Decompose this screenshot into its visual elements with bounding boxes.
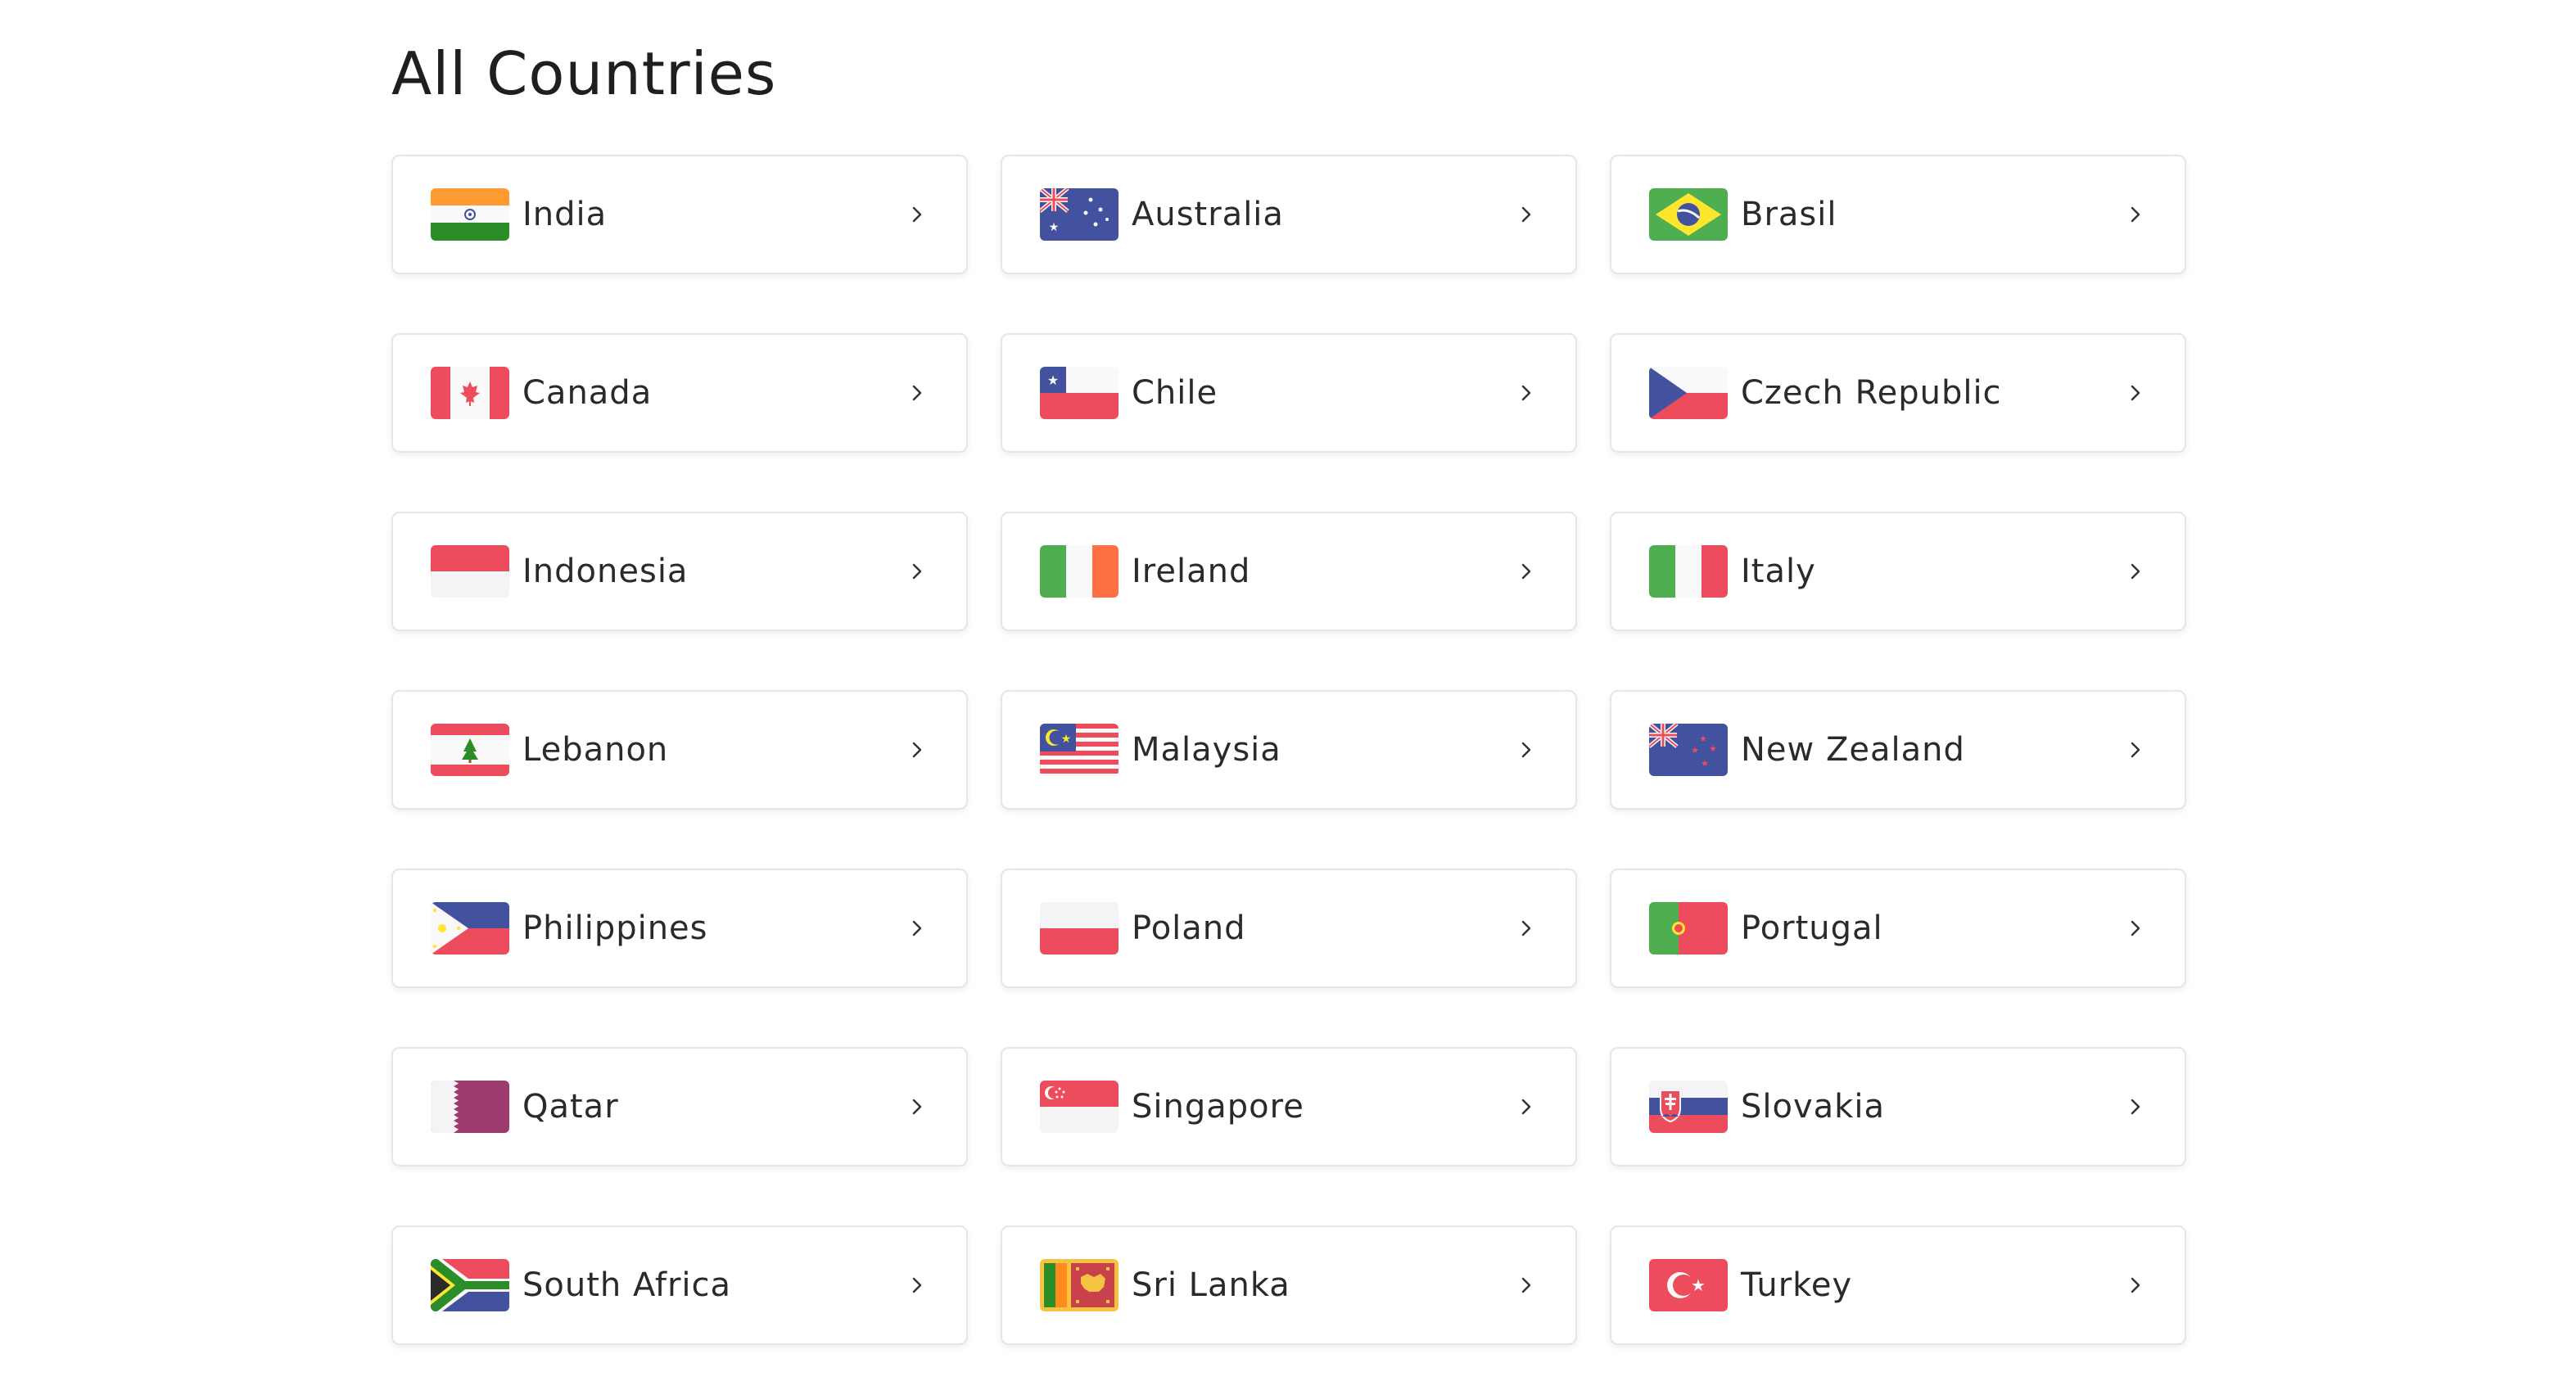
country-label: Indonesia (522, 553, 689, 590)
country-card-turkey[interactable]: ★ Turkey (1610, 1225, 2186, 1345)
flag-qatar-icon (431, 1081, 509, 1133)
flag-chile-icon: ★ (1040, 367, 1119, 419)
flag-philippines-icon (431, 902, 509, 954)
page-title: All Countries (391, 39, 777, 108)
country-label: Lebanon (522, 731, 669, 769)
country-card-qatar[interactable]: Qatar (391, 1047, 968, 1167)
flag-south-africa-icon (431, 1259, 509, 1311)
flag-brasil-icon (1649, 188, 1728, 241)
country-card-south-africa[interactable]: South Africa (391, 1225, 968, 1345)
country-card-canada[interactable]: Canada (391, 333, 968, 453)
country-label: Qatar (522, 1088, 619, 1126)
flag-lebanon-icon (431, 724, 509, 776)
chevron-right-icon (2131, 1277, 2140, 1293)
chevron-right-icon (912, 742, 922, 758)
svg-text:★: ★ (1691, 1275, 1706, 1295)
country-card-brasil[interactable]: Brasil (1610, 155, 2186, 274)
country-card-sri-lanka[interactable]: Sri Lanka (1001, 1225, 1577, 1345)
flag-australia-icon: ★ (1040, 188, 1119, 241)
country-card-philippines[interactable]: Philippines (391, 869, 968, 988)
svg-text:★: ★ (1047, 372, 1059, 388)
svg-text:★: ★ (1691, 745, 1699, 756)
flag-portugal-icon (1649, 902, 1728, 954)
country-card-poland[interactable]: Poland (1001, 869, 1577, 988)
chevron-right-icon (2131, 563, 2140, 580)
country-label: Australia (1132, 196, 1284, 233)
country-label: Chile (1132, 374, 1218, 412)
flag-malaysia-icon: ★ (1040, 724, 1119, 776)
country-label: Singapore (1132, 1088, 1304, 1126)
country-label: South Africa (522, 1266, 732, 1304)
chevron-right-icon (1521, 1277, 1531, 1293)
chevron-right-icon (912, 385, 922, 401)
country-card-singapore[interactable]: Singapore (1001, 1047, 1577, 1167)
country-label: Sri Lanka (1132, 1266, 1290, 1304)
chevron-right-icon (912, 563, 922, 580)
country-label: Portugal (1741, 909, 1883, 947)
svg-text:★: ★ (1709, 743, 1717, 754)
country-label: Malaysia (1132, 731, 1281, 769)
chevron-right-icon (2131, 1099, 2140, 1115)
chevron-right-icon (1521, 1099, 1531, 1115)
flag-czech-republic-icon (1649, 367, 1728, 419)
chevron-right-icon (1521, 920, 1531, 936)
chevron-right-icon (912, 1277, 922, 1293)
svg-text:★: ★ (1049, 221, 1060, 234)
flag-poland-icon (1040, 902, 1119, 954)
flag-italy-icon (1649, 545, 1728, 598)
chevron-right-icon (912, 206, 922, 223)
chevron-right-icon (912, 1099, 922, 1115)
flag-indonesia-icon (431, 545, 509, 598)
country-label: New Zealand (1741, 731, 1965, 769)
country-card-slovakia[interactable]: Slovakia (1610, 1047, 2186, 1167)
flag-turkey-icon: ★ (1649, 1259, 1728, 1311)
country-label: India (522, 196, 608, 233)
country-card-india[interactable]: India (391, 155, 968, 274)
svg-text:★: ★ (1701, 758, 1709, 769)
chevron-right-icon (1521, 563, 1531, 580)
country-card-australia[interactable]: ★ Australia (1001, 155, 1577, 274)
country-label: Philippines (522, 909, 708, 947)
country-card-italy[interactable]: Italy (1610, 512, 2186, 631)
svg-text:★: ★ (1061, 733, 1072, 746)
country-label: Czech Republic (1741, 374, 2002, 412)
country-card-malaysia[interactable]: ★ Malaysia (1001, 690, 1577, 810)
chevron-right-icon (1521, 742, 1531, 758)
country-card-czech-republic[interactable]: Czech Republic (1610, 333, 2186, 453)
country-card-chile[interactable]: ★ Chile (1001, 333, 1577, 453)
flag-ireland-icon (1040, 545, 1119, 598)
chevron-right-icon (2131, 385, 2140, 401)
flag-india-icon (431, 188, 509, 241)
country-label: Canada (522, 374, 653, 412)
country-label: Turkey (1741, 1266, 1853, 1304)
flag-new-zealand-icon: ★ ★ ★ ★ (1649, 724, 1728, 776)
country-label: Poland (1132, 909, 1246, 947)
chevron-right-icon (1521, 385, 1531, 401)
chevron-right-icon (912, 920, 922, 936)
chevron-right-icon (2131, 920, 2140, 936)
chevron-right-icon (2131, 206, 2140, 223)
chevron-right-icon (1521, 206, 1531, 223)
country-label: Brasil (1741, 196, 1837, 233)
country-label: Italy (1741, 553, 1816, 590)
country-grid: India ★ Australia Brasil Canada ★ Chile (391, 155, 2199, 1345)
chevron-right-icon (2131, 742, 2140, 758)
country-card-portugal[interactable]: Portugal (1610, 869, 2186, 988)
country-card-new-zealand[interactable]: ★ ★ ★ ★ New Zealand (1610, 690, 2186, 810)
flag-singapore-icon (1040, 1081, 1119, 1133)
country-card-ireland[interactable]: Ireland (1001, 512, 1577, 631)
country-card-lebanon[interactable]: Lebanon (391, 690, 968, 810)
svg-text:★: ★ (1699, 733, 1707, 744)
country-label: Slovakia (1741, 1088, 1885, 1126)
country-label: Ireland (1132, 553, 1251, 590)
flag-canada-icon (431, 367, 509, 419)
flag-slovakia-icon (1649, 1081, 1728, 1133)
country-card-indonesia[interactable]: Indonesia (391, 512, 968, 631)
flag-sri-lanka-icon (1040, 1259, 1119, 1311)
